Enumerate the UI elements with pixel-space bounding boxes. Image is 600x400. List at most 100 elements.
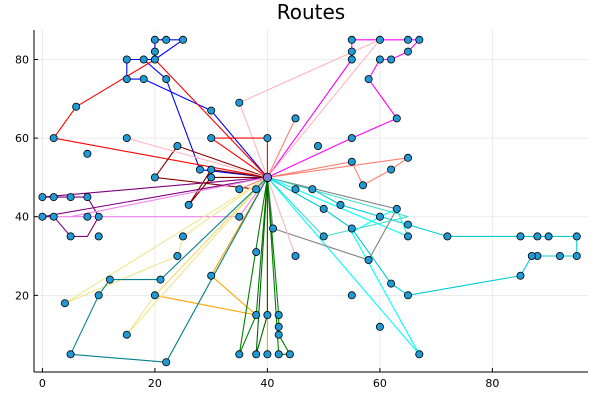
customer-point-12 xyxy=(235,98,244,107)
customer-point-102 xyxy=(274,350,283,359)
customer-point-103 xyxy=(285,350,294,359)
customer-point-50 xyxy=(38,212,47,221)
customer-point-92 xyxy=(60,299,69,308)
customer-point-20 xyxy=(415,35,424,44)
customer-point-59 xyxy=(319,204,328,213)
customer-point-89 xyxy=(94,291,103,300)
customer-point-41 xyxy=(207,165,216,174)
x-tick-label-1: 20 xyxy=(148,377,162,390)
customer-point-75 xyxy=(347,224,356,233)
customer-point-70 xyxy=(555,251,564,260)
y-tick-label-1: 40 xyxy=(15,211,29,224)
route-line-26 xyxy=(70,177,268,363)
customer-point-86 xyxy=(173,251,182,260)
customer-point-1 xyxy=(122,55,131,64)
customer-point-14 xyxy=(49,134,58,143)
customer-point-72 xyxy=(516,271,525,280)
customer-point-77 xyxy=(268,224,277,233)
customer-point-19 xyxy=(403,35,412,44)
customer-point-97 xyxy=(274,322,283,331)
customer-point-56 xyxy=(178,232,187,241)
route-line-2 xyxy=(53,58,268,178)
y-tick-label-0: 20 xyxy=(15,289,29,302)
customer-point-83 xyxy=(347,291,356,300)
y-tick-label-3: 80 xyxy=(15,53,29,66)
customer-point-87 xyxy=(207,271,216,280)
customer-point-8 xyxy=(122,75,131,84)
customer-point-34 xyxy=(263,134,272,143)
customer-point-91 xyxy=(156,275,165,284)
route-line-4 xyxy=(238,39,381,178)
customer-point-31 xyxy=(347,157,356,166)
customer-point-79 xyxy=(291,251,300,260)
customer-point-95 xyxy=(263,310,272,319)
customer-point-105 xyxy=(66,350,75,359)
customer-point-5 xyxy=(150,35,159,44)
route-line-21 xyxy=(64,176,268,304)
customer-point-78 xyxy=(252,248,261,257)
customer-point-69 xyxy=(527,251,536,260)
customer-point-85 xyxy=(415,350,424,359)
customer-point-11 xyxy=(207,106,216,115)
customer-point-66 xyxy=(544,232,553,241)
customer-point-47 xyxy=(49,193,58,202)
customer-point-35 xyxy=(207,134,216,143)
x-tick-label-3: 60 xyxy=(373,377,387,390)
customer-point-55 xyxy=(94,232,103,241)
customer-point-52 xyxy=(83,212,92,221)
customer-point-94 xyxy=(252,310,261,319)
customer-point-76 xyxy=(319,232,328,241)
customer-point-29 xyxy=(387,165,396,174)
customer-point-26 xyxy=(291,114,300,123)
grid xyxy=(34,30,588,372)
depot-point xyxy=(262,172,273,183)
customer-point-62 xyxy=(403,220,412,229)
customer-point-49 xyxy=(83,193,92,202)
x-tick-label-0: 0 xyxy=(39,377,46,390)
axes: 0 20 40 60 80 20 40 60 80 xyxy=(15,30,588,390)
customer-point-13 xyxy=(72,102,81,111)
route-line-25 xyxy=(255,177,268,355)
customer-point-54 xyxy=(66,232,75,241)
route-line-3 xyxy=(266,39,420,178)
customer-point-61 xyxy=(392,204,401,213)
customer-point-65 xyxy=(533,232,542,241)
customer-point-6 xyxy=(162,35,171,44)
customer-point-30 xyxy=(358,181,367,190)
customer-point-17 xyxy=(347,35,356,44)
customer-point-44 xyxy=(184,200,193,209)
customer-point-42 xyxy=(235,185,244,194)
customer-point-38 xyxy=(83,149,92,158)
route-line-17 xyxy=(267,176,409,237)
customer-point-40 xyxy=(195,165,204,174)
depot xyxy=(262,172,273,183)
customer-point-37 xyxy=(122,134,131,143)
customer-point-2 xyxy=(139,55,148,64)
customer-point-74 xyxy=(375,212,384,221)
route-line-20 xyxy=(154,177,268,316)
route-line-22 xyxy=(126,177,268,336)
customer-point-27 xyxy=(347,134,356,143)
customer-point-48 xyxy=(66,193,75,202)
x-tick-label-2: 40 xyxy=(260,377,274,390)
customer-point-4 xyxy=(150,47,159,56)
customer-point-73 xyxy=(403,232,412,241)
customer-point-23 xyxy=(387,55,396,64)
route-line-6 xyxy=(267,157,409,186)
customer-point-10 xyxy=(162,75,171,84)
customer-point-64 xyxy=(516,232,525,241)
customer-point-63 xyxy=(443,232,452,241)
customer-point-45 xyxy=(207,173,216,182)
customer-point-51 xyxy=(49,212,58,221)
customer-point-3 xyxy=(150,55,159,64)
x-tick-label-4: 80 xyxy=(485,377,499,390)
customer-point-60 xyxy=(336,200,345,209)
customer-point-36 xyxy=(173,141,182,150)
chart-title: Routes xyxy=(277,0,345,24)
customer-point-43 xyxy=(252,185,261,194)
customer-point-46 xyxy=(38,193,47,202)
customer-point-53 xyxy=(94,212,103,221)
customer-point-58 xyxy=(308,185,317,194)
customer-point-88 xyxy=(150,291,159,300)
